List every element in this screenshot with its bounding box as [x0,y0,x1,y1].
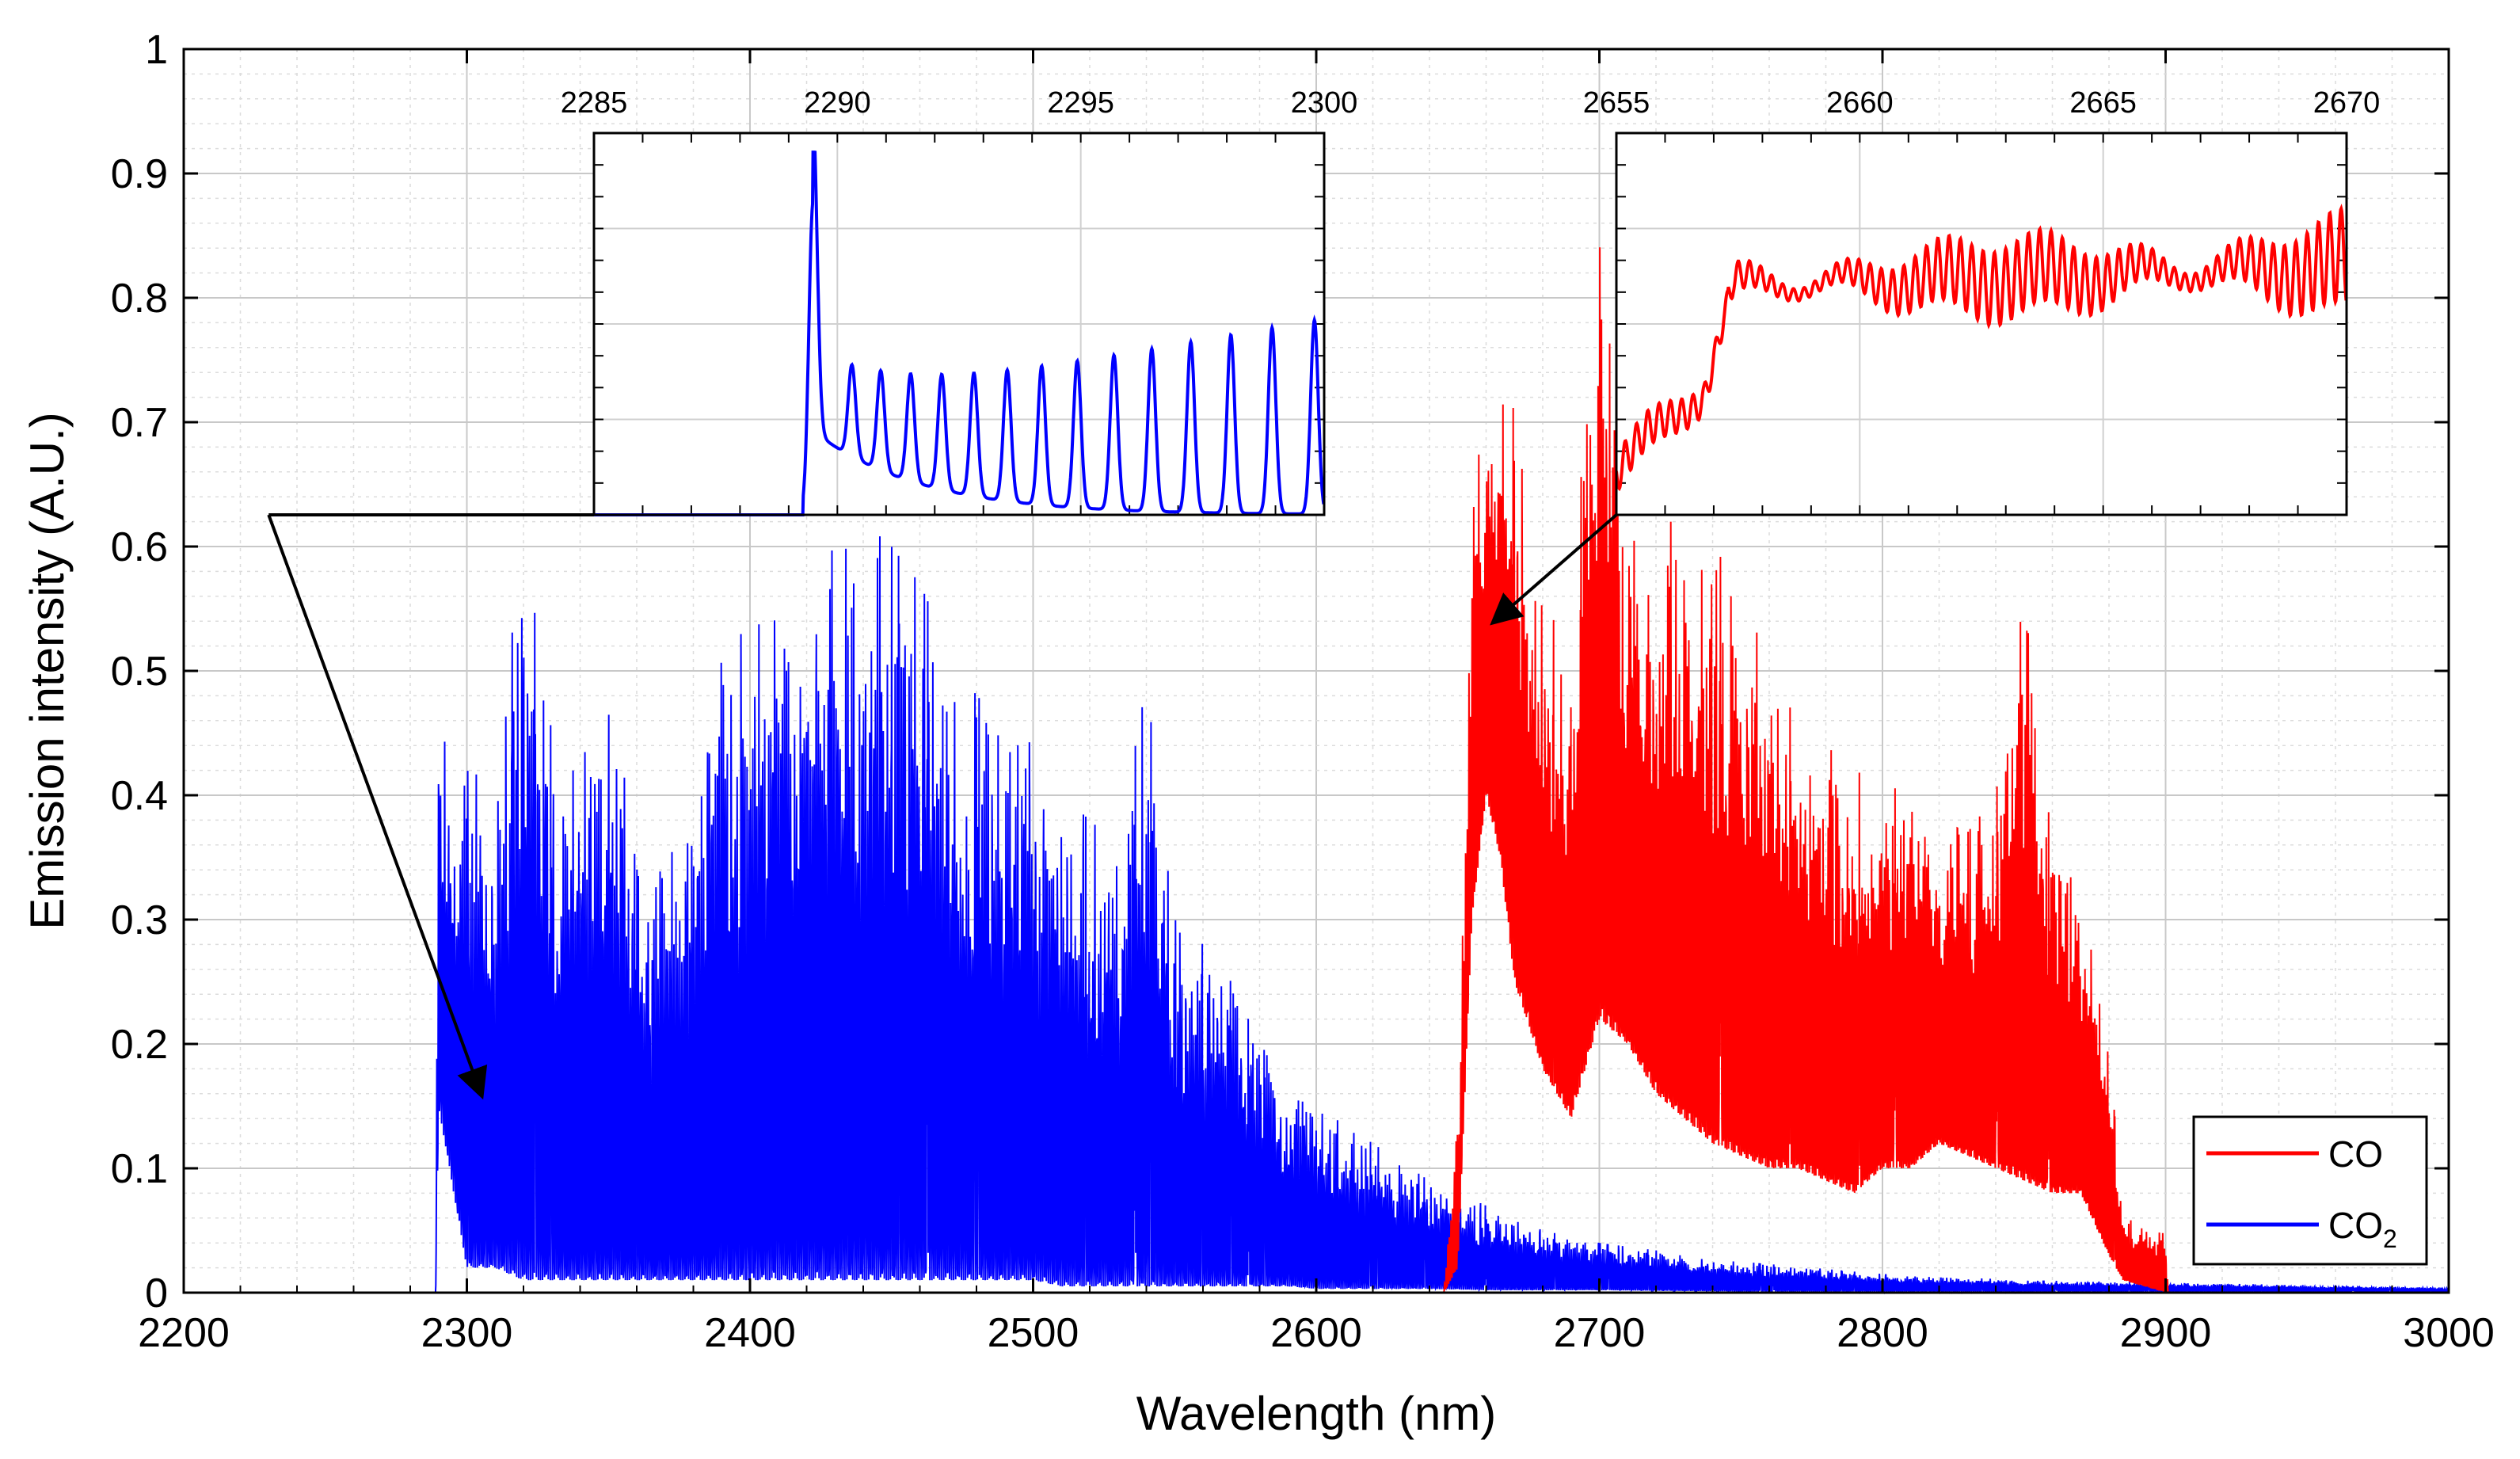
y-tick-label: 0.4 [111,773,168,819]
inset-x-tick-label: 2660 [1826,86,1894,120]
y-tick-label: 0.5 [111,649,168,695]
co-inset-line [1615,204,2348,492]
legend-box [2192,1115,2428,1266]
x-tick-label: 2200 [138,1310,230,1356]
y-tick-label: 0.3 [111,897,168,943]
inset-frame [1615,131,2348,516]
inset-x-tick-label: 2665 [2069,86,2137,120]
x-tick-label: 2600 [1270,1310,1362,1356]
y-tick-label: 0.7 [111,400,168,446]
y-tick-label: 0.6 [111,524,168,570]
inset-x-tick-label: 2670 [2313,86,2381,120]
zoom-connector-lines [267,513,1618,1100]
y-tick-label: 0 [145,1270,168,1316]
series-line [184,536,2450,1295]
y-tick-label: 0.1 [111,1146,168,1192]
y-tick-label: 0.8 [111,276,168,322]
legend-co-label: CO [2328,1133,2383,1175]
co2-inset: 2285 2290 2295 2300 [561,86,1358,516]
y-tick-label: 0.9 [111,151,168,197]
x-tick-label: 2300 [421,1310,513,1356]
legend-co2-label: CO2 [2328,1205,2397,1253]
co2-series [184,536,2450,1295]
x-tick-label: 2900 [2120,1310,2212,1356]
inset-x-tick-label: 2285 [561,86,628,120]
x-tick-label: 2400 [704,1310,796,1356]
x-tick-label: 3000 [2403,1310,2495,1356]
inset-x-tick-label: 2295 [1047,86,1114,120]
co-inset: 2655 2660 2665 2670 [1583,86,2381,516]
x-axis-label: Wavelength (nm) [1136,1387,1497,1440]
y-tick-label: 0.2 [111,1022,168,1068]
x-tick-label: 2700 [1554,1310,1646,1356]
legend: CO CO2 [2192,1115,2428,1266]
y-tick-label: 1 [145,27,168,73]
co2-zoom-arrow [267,514,488,1100]
inset-x-tick-label: 2290 [804,86,871,120]
co-zoom-arrow [1490,513,1618,626]
main-ticks: 2200 2300 2400 2500 2600 2700 2800 2900 3000 0 0.1… [111,27,2495,1356]
legend-co2-subscript: 2 [2383,1225,2397,1253]
y-axis-label: Emission intensity (A.U.) [21,412,74,930]
x-tick-label: 2800 [1837,1310,1928,1356]
inset-frame [592,131,1326,516]
legend-co2-text: CO [2328,1205,2383,1246]
inset-x-tick-label: 2300 [1291,86,1358,120]
inset-x-tick-label: 2655 [1583,86,1650,120]
x-tick-label: 2500 [988,1310,1079,1356]
